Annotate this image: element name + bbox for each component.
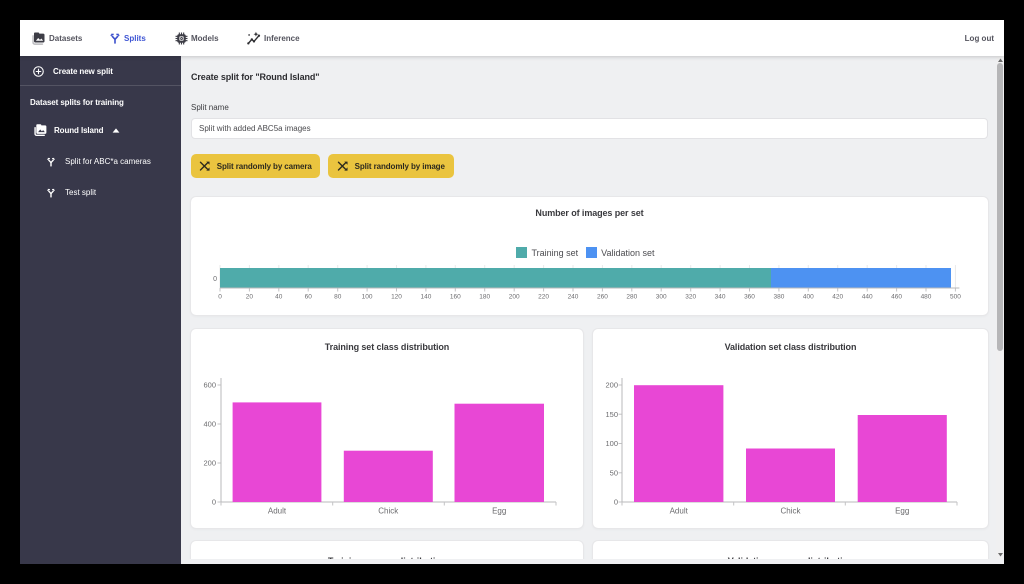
svg-text:120: 120 <box>391 294 402 301</box>
svg-text:400: 400 <box>203 420 216 429</box>
svg-text:0: 0 <box>218 294 222 301</box>
svg-text:Adult: Adult <box>268 507 287 516</box>
svg-text:240: 240 <box>568 294 579 301</box>
svg-text:200: 200 <box>605 381 618 390</box>
svg-text:440: 440 <box>862 294 873 301</box>
svg-text:280: 280 <box>626 294 637 301</box>
svg-text:0: 0 <box>212 498 216 507</box>
svg-text:Chick: Chick <box>378 507 399 516</box>
svg-text:Egg: Egg <box>492 507 506 516</box>
svg-text:480: 480 <box>921 294 932 301</box>
svg-text:340: 340 <box>715 294 726 301</box>
svg-text:460: 460 <box>891 294 902 301</box>
svg-text:100: 100 <box>605 439 618 448</box>
svg-text:Egg: Egg <box>895 507 909 516</box>
svg-text:180: 180 <box>479 294 490 301</box>
svg-text:Chick: Chick <box>780 507 801 516</box>
svg-text:320: 320 <box>685 294 696 301</box>
svg-text:60: 60 <box>305 294 313 301</box>
svg-text:50: 50 <box>610 468 618 477</box>
svg-text:Adult: Adult <box>670 507 689 516</box>
svg-text:200: 200 <box>509 294 520 301</box>
svg-text:200: 200 <box>203 459 216 468</box>
svg-text:380: 380 <box>773 294 784 301</box>
svg-text:40: 40 <box>275 294 283 301</box>
svg-text:150: 150 <box>605 410 618 419</box>
svg-text:360: 360 <box>744 294 755 301</box>
svg-text:20: 20 <box>246 294 254 301</box>
svg-text:420: 420 <box>832 294 843 301</box>
svg-text:220: 220 <box>538 294 549 301</box>
svg-text:0: 0 <box>213 276 217 283</box>
svg-text:100: 100 <box>362 294 373 301</box>
svg-text:400: 400 <box>803 294 814 301</box>
svg-text:140: 140 <box>420 294 431 301</box>
svg-text:0: 0 <box>614 498 618 507</box>
svg-text:260: 260 <box>597 294 608 301</box>
svg-text:80: 80 <box>334 294 342 301</box>
svg-text:600: 600 <box>203 381 216 390</box>
svg-text:300: 300 <box>656 294 667 301</box>
svg-text:500: 500 <box>950 294 961 301</box>
svg-text:160: 160 <box>450 294 461 301</box>
